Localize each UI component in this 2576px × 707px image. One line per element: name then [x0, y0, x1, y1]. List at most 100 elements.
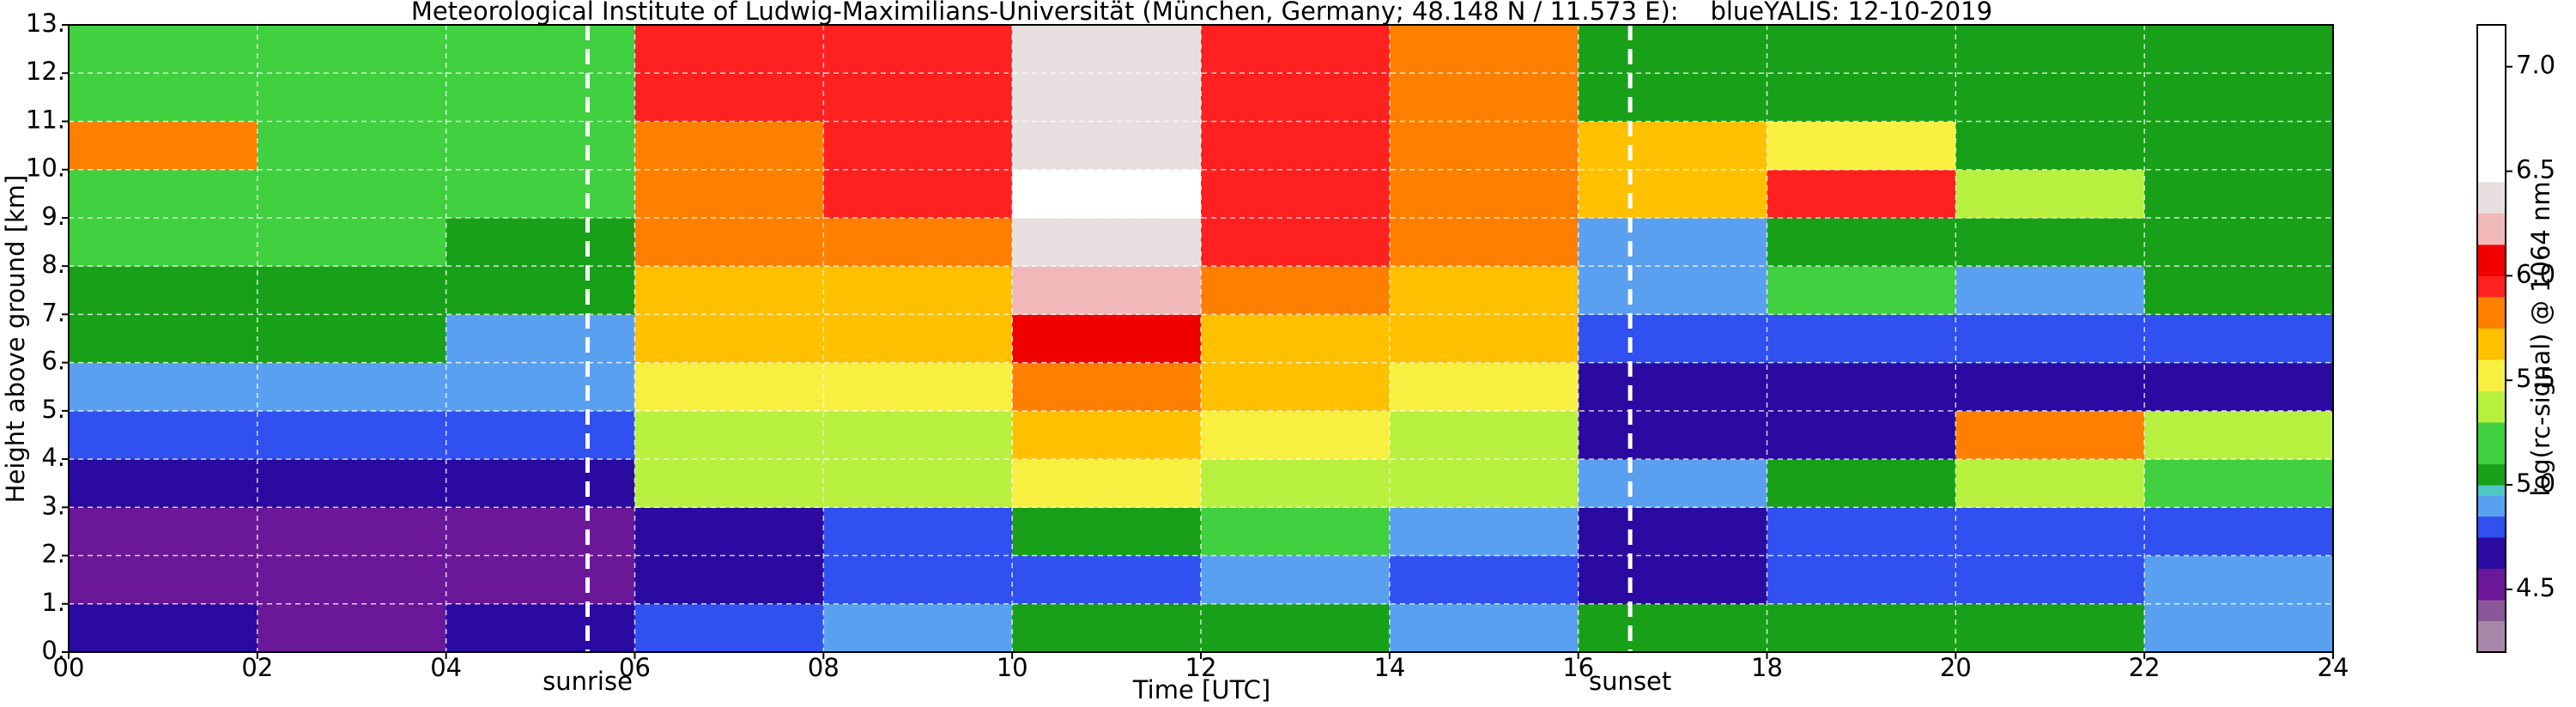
heatmap-cell [1012, 507, 1202, 557]
heatmap-cell [823, 73, 1013, 122]
event-label: sunset [1589, 667, 1671, 696]
x-tick-label: 18 [1751, 653, 1783, 682]
heatmap-cell [1012, 362, 1202, 412]
heatmap-cell [1201, 169, 1391, 219]
heatmap-cell [634, 73, 824, 122]
x-tick-label: 06 [619, 653, 651, 682]
heatmap-cell [823, 314, 1013, 364]
heatmap-cell [634, 603, 824, 653]
heatmap-cell [823, 217, 1013, 267]
y-tick-label: 7. [41, 298, 65, 327]
heatmap-cell [1201, 121, 1391, 171]
heatmap-cell [1389, 73, 1579, 122]
heatmap-cell [1201, 266, 1391, 315]
heatmap-cell [634, 121, 824, 171]
heatmap-cell [634, 169, 824, 219]
heatmap-cell [2144, 507, 2334, 557]
heatmap-cell [1012, 603, 1202, 653]
x-tick-label: 08 [808, 653, 839, 682]
heatmap-cell [445, 25, 635, 74]
heatmap-cell [634, 266, 824, 315]
y-tick-label: 13. [26, 9, 65, 38]
x-tick-label: 20 [1940, 653, 1972, 682]
y-tick-label: 9. [41, 202, 65, 231]
heatmap-cell [1012, 410, 1202, 460]
heatmap-cell [1389, 217, 1579, 267]
colorbar-segment [2477, 463, 2506, 486]
heatmap-cell [257, 314, 447, 364]
x-tick-label: 16 [1562, 653, 1594, 682]
y-tick-label: 8. [41, 250, 65, 279]
event-label: sunrise [542, 667, 633, 696]
heatmap-cell [1201, 217, 1391, 267]
heatmap-cell [445, 169, 635, 219]
heatmap-cell [2144, 217, 2334, 267]
heatmap-cell [823, 266, 1013, 315]
y-tick-label: 11. [26, 105, 65, 134]
heatmap-cell [445, 217, 635, 267]
heatmap-cell [1955, 507, 2145, 557]
colorbar-segment [2477, 181, 2506, 214]
heatmap-cell [1767, 410, 1956, 460]
heatmap-cell [2144, 121, 2334, 171]
heatmap-cell [1389, 459, 1579, 508]
heatmap-cell [2144, 362, 2334, 412]
heatmap-cell [1389, 410, 1579, 460]
heatmap-cell [445, 459, 635, 508]
heatmap-cell [1955, 459, 2145, 508]
heatmap-cell [1767, 121, 1956, 171]
heatmap-cell [1389, 314, 1579, 364]
heatmap-cell [1955, 555, 2145, 605]
heatmap-cell [69, 169, 258, 219]
heatmap-cell [1767, 555, 1956, 605]
colorbar-tick-label: 4.5 [2516, 573, 2555, 602]
heatmap-cell [2144, 555, 2334, 605]
colorbar-segment [2477, 620, 2506, 653]
heatmap-cell [1201, 459, 1391, 508]
heatmap-cell [69, 25, 258, 74]
heatmap-cell [2144, 73, 2334, 122]
y-tick-label: 6. [41, 347, 65, 376]
colorbar-segment [2477, 328, 2506, 360]
heatmap-cell [69, 507, 258, 557]
y-tick-label: 12. [26, 57, 65, 86]
heatmap-cell [1201, 507, 1391, 557]
heatmap-cell [69, 314, 258, 364]
heatmap-cell [1767, 73, 1956, 122]
heatmap-cell [69, 603, 258, 653]
heatmap-cell [1012, 25, 1202, 74]
heatmap-cell [1955, 362, 2145, 412]
heatmap-cell [1201, 25, 1391, 74]
y-tick-label: 3. [41, 491, 65, 520]
heatmap-cell [1012, 169, 1202, 219]
heatmap-cell [823, 459, 1013, 508]
heatmap-cell [1955, 73, 2145, 122]
heatmap-cell [823, 169, 1013, 219]
colorbar-segment [2477, 495, 2506, 517]
heatmap-cell [1012, 121, 1202, 171]
heatmap-cell [257, 73, 447, 122]
heatmap-cell [1955, 603, 2145, 653]
heatmap-cell [634, 362, 824, 412]
heatmap-cell [1201, 555, 1391, 605]
heatmap-cell [634, 459, 824, 508]
heatmap-cell [1012, 555, 1202, 605]
colorbar-label: log(rc-signal) @ 1064 nm [2526, 181, 2555, 496]
heatmap-cell [1578, 73, 1767, 122]
heatmap-cell [1012, 314, 1202, 364]
heatmap-cell [69, 266, 258, 315]
heatmap-cell [1578, 507, 1767, 557]
heatmap-cell [1201, 73, 1391, 122]
heatmap-cell [1578, 266, 1767, 315]
y-tick-label: 5. [41, 395, 65, 424]
heatmap-cell [445, 410, 635, 460]
colorbar-tick-label: 5.5 [2516, 364, 2555, 393]
heatmap-cell [1767, 507, 1956, 557]
heatmap-cell [1767, 603, 1956, 653]
heatmap-cell [823, 603, 1013, 653]
y-tick-label: 2. [41, 540, 65, 569]
colorbar-segment [2477, 275, 2506, 298]
heatmap-cell [2144, 169, 2334, 219]
heatmap-cell [257, 25, 447, 74]
x-tick-label: 24 [2318, 653, 2349, 682]
